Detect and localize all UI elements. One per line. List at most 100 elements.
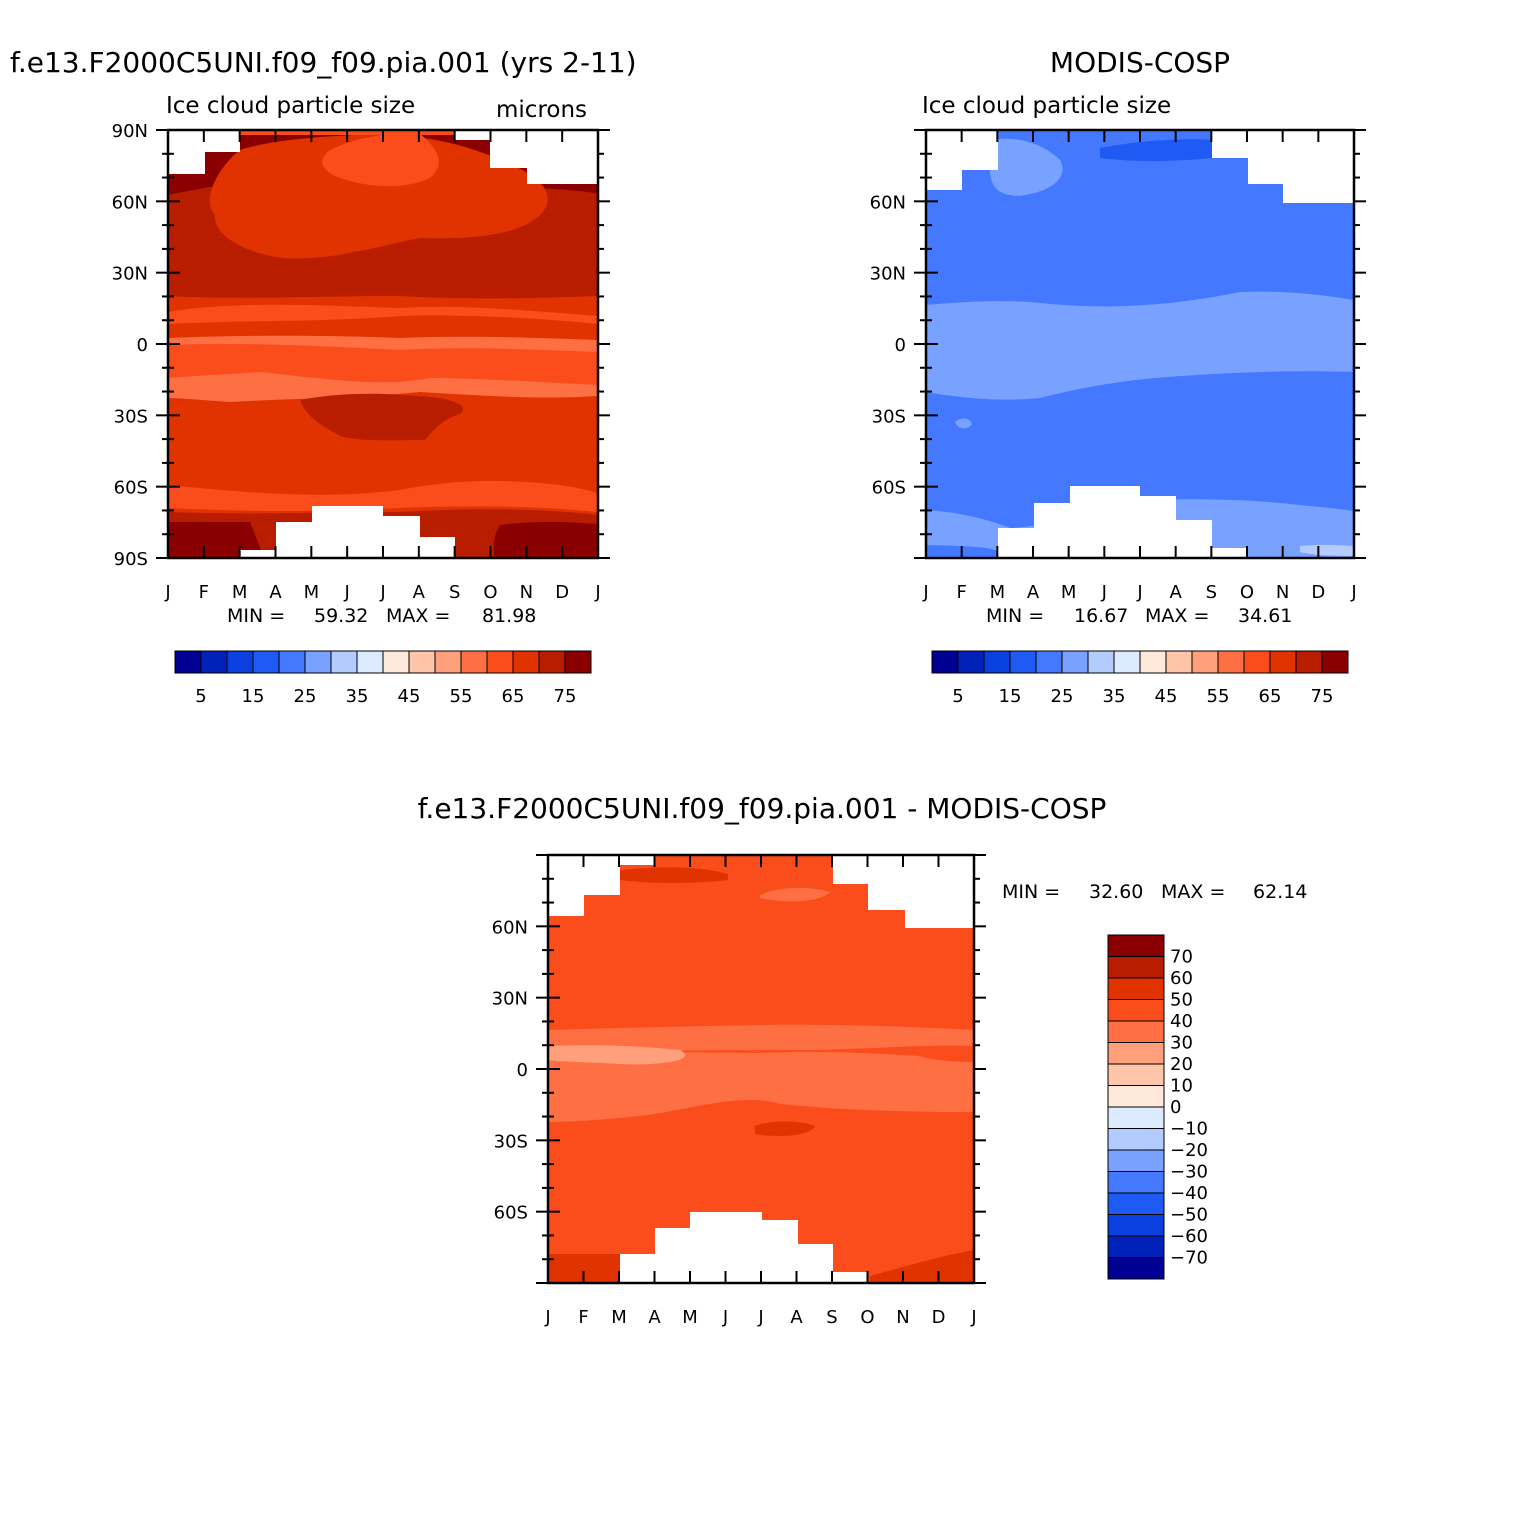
model-colorbar-label: 5 xyxy=(195,686,206,707)
diff-ytick-label: 60S xyxy=(494,1203,528,1224)
obs-region-spot xyxy=(955,418,972,429)
obs-xtick-label: S xyxy=(1206,582,1217,603)
obs-colorbar-box xyxy=(1217,650,1245,674)
diff-colorbar-label: 40 xyxy=(1170,1011,1193,1032)
obs-colorbar-box xyxy=(983,650,1011,674)
obs-colorbar-box xyxy=(1009,650,1037,674)
diff-contour-field xyxy=(548,855,974,1283)
obs-xtick-label: O xyxy=(1240,582,1254,603)
model-subtitle: Ice cloud particle size xyxy=(166,93,415,119)
model-min-label: MIN = xyxy=(227,605,285,627)
diff-min-label: MIN = xyxy=(1002,881,1060,903)
obs-xtick-label: A xyxy=(1170,582,1183,603)
model-xtick-label: J xyxy=(164,582,170,603)
model-colorbar-box xyxy=(174,650,202,674)
diff-colorbar-box xyxy=(1107,1106,1165,1129)
obs-ytick-label: 30S xyxy=(872,406,906,427)
model-stats: MIN = 59.32 MAX = 81.98 xyxy=(227,605,536,627)
obs-missing-nw xyxy=(926,130,998,190)
diff-colorbar-box xyxy=(1107,1063,1165,1086)
model-missing-south xyxy=(240,506,455,558)
diff-region-antarctic-a xyxy=(548,1254,620,1283)
model-region-antarctic-b xyxy=(493,521,598,558)
diff-min-value: 32.60 xyxy=(1089,881,1143,903)
model-xtick-label: S xyxy=(449,582,460,603)
diff-ytick-label: 30N xyxy=(492,989,528,1010)
model-colorbar-label: 65 xyxy=(502,686,525,707)
model-max-value: 81.98 xyxy=(482,605,536,627)
obs-title: MODIS-COSP xyxy=(1050,46,1230,79)
diff-xtick-label: S xyxy=(826,1307,837,1328)
model-colorbar-box xyxy=(226,650,254,674)
diff-band-equator xyxy=(548,1051,974,1122)
diff-colorbar-label: −40 xyxy=(1170,1183,1208,1204)
model-xtick-label: J xyxy=(379,582,385,603)
model-xtick-label: J xyxy=(594,582,600,603)
diff-stats: MIN = 32.60 MAX = 62.14 xyxy=(1002,881,1307,903)
obs-ytick-label: 30N xyxy=(870,264,906,285)
obs-colorbar-box xyxy=(1139,650,1167,674)
obs-missing-ne xyxy=(926,130,1354,203)
model-colorbar-box xyxy=(278,650,306,674)
diff-xtick-label: J xyxy=(757,1307,763,1328)
diff-max-label: MAX = xyxy=(1161,881,1225,903)
obs-xtick-label: J xyxy=(1350,582,1356,603)
obs-max-value: 34.61 xyxy=(1238,605,1292,627)
model-colorbar-label: 35 xyxy=(346,686,369,707)
diff-xtick-label: J xyxy=(970,1307,976,1328)
obs-xtick-label: J xyxy=(1101,582,1107,603)
model-units: microns xyxy=(496,97,587,123)
diff-colorbar-box xyxy=(1107,934,1165,957)
obs-region-antarctic-pale xyxy=(1300,544,1354,556)
diff-xtick-label: J xyxy=(722,1307,728,1328)
obs-xtick-label: A xyxy=(1027,582,1040,603)
model-xtick-label: D xyxy=(555,582,569,603)
obs-colorbar-box xyxy=(1269,650,1297,674)
diff-colorbar-label: 30 xyxy=(1170,1033,1193,1054)
obs-ytick-label: 60S xyxy=(872,478,906,499)
obs-band-tropics xyxy=(926,291,1354,400)
diff-colorbar-box xyxy=(1107,999,1165,1022)
diff-colorbar-label: −20 xyxy=(1170,1140,1208,1161)
obs-colorbar-label: 15 xyxy=(999,686,1022,707)
diff-colorbar-label: −30 xyxy=(1170,1162,1208,1183)
obs-xtick-label: F xyxy=(956,582,966,603)
diff-missing-ne xyxy=(833,855,974,928)
model-ytick-label: 60N xyxy=(112,192,148,213)
diff-colorbar-box xyxy=(1107,1128,1165,1151)
diff-region-eq-light xyxy=(548,1045,686,1065)
obs-colorbar-box xyxy=(1191,650,1219,674)
model-missing-ne xyxy=(455,130,598,184)
diff-title: f.e13.F2000C5UNI.f09_f09.pia.001 - MODIS… xyxy=(418,792,1107,825)
diff-ytick-label: 30S xyxy=(494,1131,528,1152)
obs-colorbar-label: 55 xyxy=(1207,686,1230,707)
diff-xtick-label: O xyxy=(860,1307,874,1328)
diff-colorbar-box xyxy=(1107,1149,1165,1172)
model-colorbar-box xyxy=(564,650,592,674)
diff-colorbar-box xyxy=(1107,1214,1165,1237)
obs-ytick-label: 60N xyxy=(870,192,906,213)
diff-colorbar-box xyxy=(1107,1020,1165,1043)
diff-colorbar-box xyxy=(1107,1235,1165,1258)
model-colorbar-box xyxy=(512,650,540,674)
obs-colorbar-box xyxy=(1113,650,1141,674)
diff-colorbar-label: −70 xyxy=(1170,1248,1208,1269)
model-colorbar-label: 75 xyxy=(554,686,577,707)
diff-panel: f.e13.F2000C5UNI.f09_f09.pia.001 - MODIS… xyxy=(418,792,1308,1328)
obs-colorbar-box xyxy=(957,650,985,674)
obs-region-arctic-light xyxy=(990,138,1063,196)
diff-colorbar-label: −10 xyxy=(1170,1119,1208,1140)
model-xtick-label: A xyxy=(413,582,426,603)
model-xtick-label: M xyxy=(232,582,248,603)
model-ytick-label: 60S xyxy=(114,478,148,499)
model-xtick-label: N xyxy=(520,582,533,603)
obs-colorbar-box xyxy=(1061,650,1089,674)
obs-xtick-label: M xyxy=(990,582,1006,603)
diff-colorbar-label: 70 xyxy=(1170,947,1193,968)
obs-contour-field xyxy=(926,130,1354,558)
model-colorbar-box xyxy=(200,650,228,674)
obs-stats: MIN = 16.67 MAX = 34.61 xyxy=(986,605,1292,627)
